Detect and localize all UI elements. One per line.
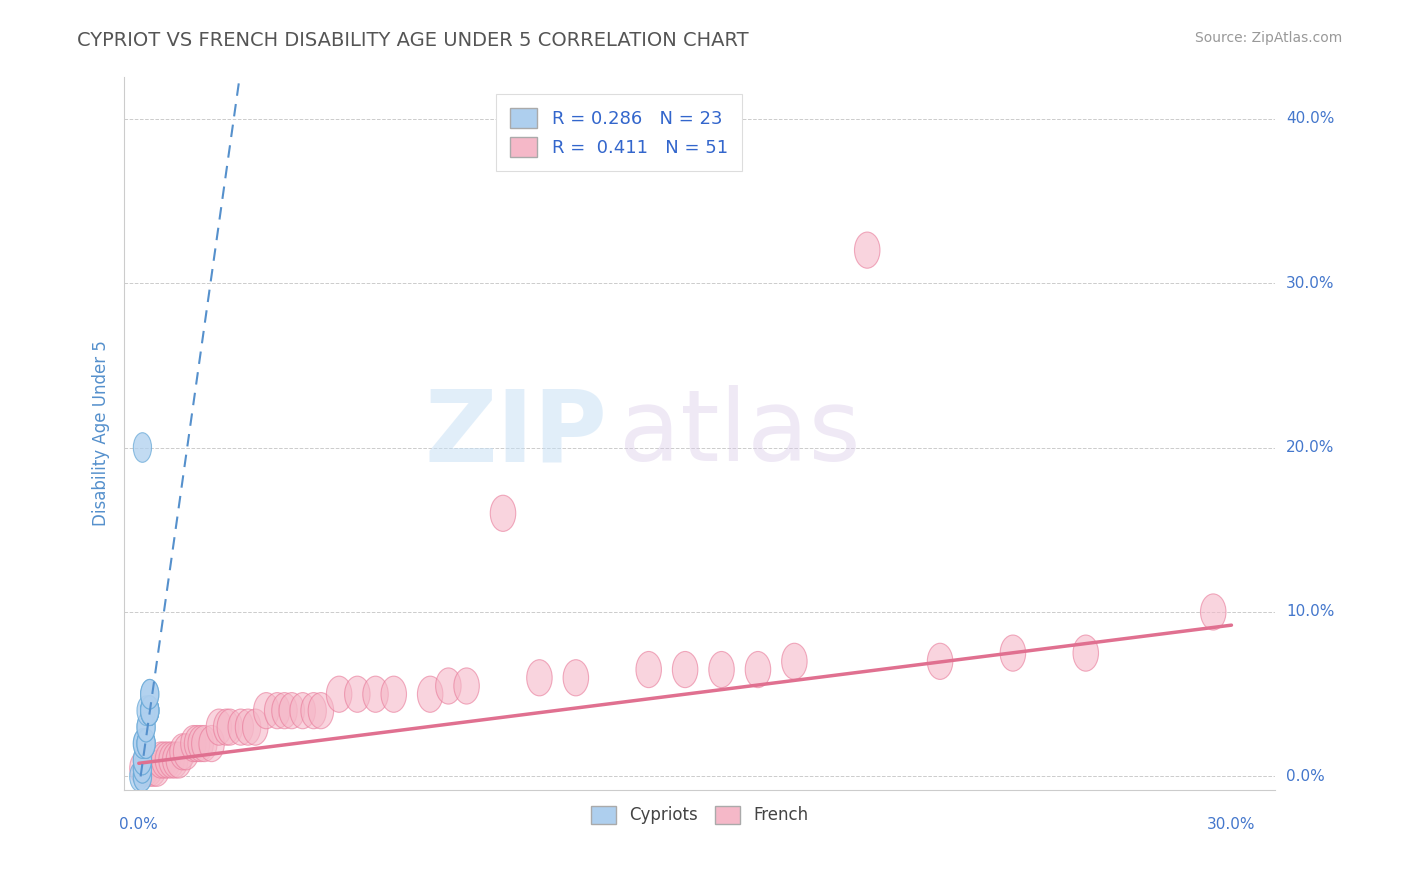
Text: Source: ZipAtlas.com: Source: ZipAtlas.com — [1195, 31, 1343, 45]
Ellipse shape — [136, 729, 155, 758]
Ellipse shape — [152, 742, 177, 778]
Ellipse shape — [134, 754, 152, 783]
Ellipse shape — [134, 754, 152, 783]
Ellipse shape — [141, 750, 166, 787]
Ellipse shape — [145, 750, 170, 787]
Ellipse shape — [134, 745, 152, 775]
Ellipse shape — [264, 692, 290, 729]
Text: 40.0%: 40.0% — [1286, 112, 1334, 126]
Text: atlas: atlas — [619, 385, 860, 482]
Ellipse shape — [326, 676, 352, 713]
Y-axis label: Disability Age Under 5: Disability Age Under 5 — [93, 341, 110, 526]
Ellipse shape — [141, 696, 159, 725]
Ellipse shape — [148, 742, 173, 778]
Ellipse shape — [381, 676, 406, 713]
Ellipse shape — [214, 709, 239, 745]
Ellipse shape — [745, 651, 770, 688]
Ellipse shape — [136, 750, 163, 787]
Ellipse shape — [454, 668, 479, 704]
Ellipse shape — [436, 668, 461, 704]
Ellipse shape — [491, 495, 516, 532]
Ellipse shape — [527, 660, 553, 696]
Ellipse shape — [166, 742, 191, 778]
Ellipse shape — [217, 709, 243, 745]
Ellipse shape — [672, 651, 697, 688]
Ellipse shape — [136, 713, 155, 742]
Ellipse shape — [855, 232, 880, 268]
Ellipse shape — [129, 762, 148, 791]
Text: 0.0%: 0.0% — [120, 817, 157, 832]
Ellipse shape — [141, 680, 159, 709]
Ellipse shape — [308, 692, 333, 729]
Ellipse shape — [141, 696, 159, 725]
Text: ZIP: ZIP — [425, 385, 607, 482]
Ellipse shape — [636, 651, 661, 688]
Ellipse shape — [155, 742, 181, 778]
Ellipse shape — [134, 729, 152, 758]
Ellipse shape — [207, 709, 232, 745]
Ellipse shape — [344, 676, 370, 713]
Ellipse shape — [159, 742, 184, 778]
Ellipse shape — [136, 729, 155, 758]
Ellipse shape — [134, 433, 152, 462]
Ellipse shape — [173, 734, 198, 770]
Text: 30.0%: 30.0% — [1286, 276, 1334, 291]
Ellipse shape — [363, 676, 388, 713]
Ellipse shape — [136, 729, 155, 758]
Ellipse shape — [301, 692, 326, 729]
Ellipse shape — [141, 696, 159, 725]
Ellipse shape — [134, 745, 152, 775]
Ellipse shape — [184, 725, 209, 762]
Ellipse shape — [191, 725, 217, 762]
Ellipse shape — [709, 651, 734, 688]
Legend: Cypriots, French: Cypriots, French — [585, 799, 815, 831]
Ellipse shape — [129, 750, 155, 787]
Ellipse shape — [253, 692, 278, 729]
Ellipse shape — [198, 725, 225, 762]
Ellipse shape — [228, 709, 253, 745]
Ellipse shape — [782, 643, 807, 680]
Ellipse shape — [235, 709, 260, 745]
Ellipse shape — [562, 660, 589, 696]
Ellipse shape — [1201, 594, 1226, 630]
Ellipse shape — [188, 725, 214, 762]
Ellipse shape — [243, 709, 269, 745]
Ellipse shape — [141, 696, 159, 725]
Text: 20.0%: 20.0% — [1286, 440, 1334, 455]
Ellipse shape — [170, 734, 195, 770]
Ellipse shape — [278, 692, 305, 729]
Ellipse shape — [1073, 635, 1098, 671]
Ellipse shape — [141, 680, 159, 709]
Text: 0.0%: 0.0% — [1286, 769, 1324, 784]
Ellipse shape — [1000, 635, 1025, 671]
Ellipse shape — [134, 729, 152, 758]
Text: 30.0%: 30.0% — [1208, 817, 1256, 832]
Ellipse shape — [134, 762, 152, 791]
Ellipse shape — [418, 676, 443, 713]
Ellipse shape — [134, 762, 152, 791]
Ellipse shape — [136, 696, 155, 725]
Ellipse shape — [181, 725, 207, 762]
Ellipse shape — [134, 750, 159, 787]
Ellipse shape — [136, 713, 155, 742]
Text: 10.0%: 10.0% — [1286, 605, 1334, 619]
Ellipse shape — [141, 696, 159, 725]
Ellipse shape — [271, 692, 297, 729]
Ellipse shape — [928, 643, 953, 680]
Ellipse shape — [290, 692, 315, 729]
Ellipse shape — [163, 742, 188, 778]
Text: CYPRIOT VS FRENCH DISABILITY AGE UNDER 5 CORRELATION CHART: CYPRIOT VS FRENCH DISABILITY AGE UNDER 5… — [77, 31, 749, 50]
